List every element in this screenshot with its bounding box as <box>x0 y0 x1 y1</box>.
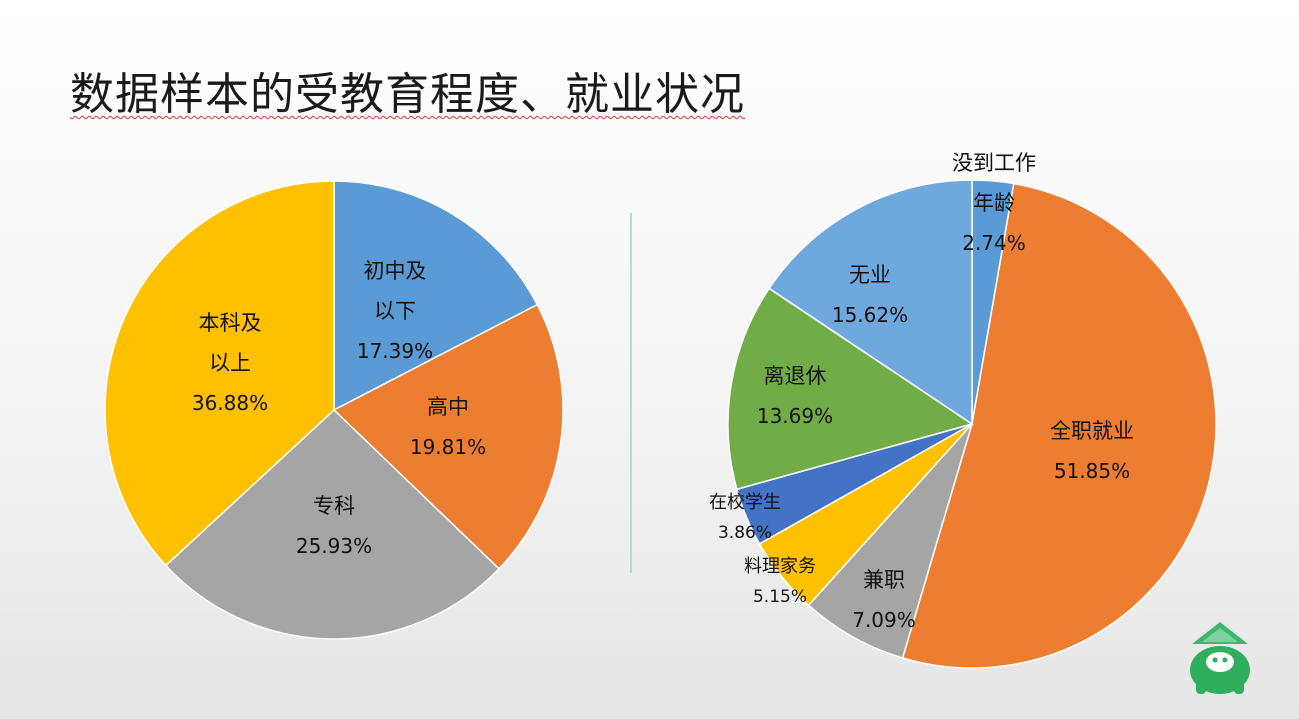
slice-label-本科及以上: 本科及以上 36.88% <box>192 311 268 415</box>
slice-label-在校学生: 在校学生 3.86% <box>709 492 781 543</box>
slice-label-没到工作年龄: 没到工作年龄 2.74% <box>952 151 1036 255</box>
divider <box>630 213 632 573</box>
slice-label-专科: 专科 25.93% <box>296 494 372 558</box>
slice-label-初中及以下: 初中及以下 17.39% <box>357 259 433 363</box>
pie-slice-无业 <box>768 179 973 426</box>
slice-label-兼职: 兼职 7.09% <box>852 568 916 632</box>
slice-label-全职就业: 全职就业 51.85% <box>1050 419 1134 483</box>
pie-slice-专科 <box>164 408 501 640</box>
pie-slice-本科及以上 <box>104 180 335 567</box>
pie-slice-高中 <box>332 303 564 570</box>
slice-label-无业: 无业 15.62% <box>832 263 908 327</box>
slice-label-高中: 高中 19.81% <box>410 395 486 459</box>
slice-label-离退休: 离退休 13.69% <box>757 364 833 428</box>
pie-slice-离退休 <box>727 287 974 491</box>
pie-slice-兼职 <box>807 423 973 659</box>
gorilla-logo-icon <box>1190 622 1250 694</box>
page-title: 数据样本的受教育程度、就业状况 <box>70 69 745 120</box>
pie-slice-初中及以下 <box>333 180 539 412</box>
pie-slice-全职就业 <box>901 182 1217 669</box>
slice-label-料理家务: 料理家务 5.15% <box>744 556 816 607</box>
